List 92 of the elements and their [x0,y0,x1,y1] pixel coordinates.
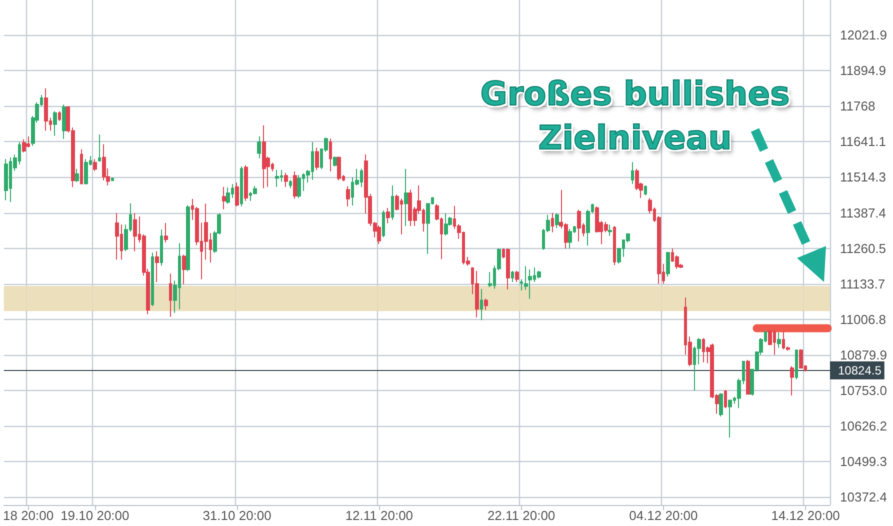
y-tick-label: 12021.9 [840,28,887,43]
x-tick-label: 12.11 20:00 [345,508,414,523]
candlestick [346,186,350,207]
candlestick [746,359,750,396]
candlestick [515,270,519,283]
candlestick [244,164,248,202]
candlestick [222,186,226,210]
annotation: Großes bullishes Zielniveau [479,73,791,159]
candlestick [484,298,488,311]
y-tick-label: 11260.5 [840,240,886,256]
candlestick [386,207,390,224]
x-tick-label: 14.12 20:00 [771,508,840,523]
candlestick [84,158,88,184]
candlestick [257,136,261,159]
candlestick [537,270,541,279]
x-tick-label: 18 20:00 [2,508,54,523]
candlestick [577,209,581,242]
candlestick [506,248,510,290]
candlestick [475,270,479,318]
y-tick-label: 11894.9 [840,63,886,78]
candlestick [795,349,798,380]
y-tick-label: 11387.4 [840,205,886,220]
y-tick-label: 10753.0 [840,382,887,398]
candlestick [186,204,190,272]
candlestick [555,212,559,228]
candlestick [240,166,243,207]
candlestick [164,222,168,244]
candlestick [160,229,163,266]
candlestick [551,212,554,233]
candlestick [262,124,266,189]
candlestick [719,392,723,417]
candlestick [284,172,288,188]
y-tick-label: 10499.3 [840,454,887,469]
candlestick [275,170,279,188]
candlestick [333,156,337,167]
candlestick [568,228,572,249]
candlestick [728,400,732,438]
candlestick [404,168,408,227]
candlestick [115,212,119,260]
y-tick-label: 10372.4 [840,490,887,505]
candlestick [111,177,114,182]
candlestick [644,184,647,196]
candlestick [377,224,381,244]
candlestick [799,348,803,369]
candlestick [337,156,341,181]
y-tick-label: 11641.1 [840,134,886,150]
y-tick-label: 11768 [840,98,876,114]
y-tick-label: 10626.2 [840,418,887,434]
y-tick-label: 11514.3 [840,170,886,185]
candlestick [151,252,154,307]
candlestick [790,366,794,396]
candlestick [777,332,781,348]
candlestick [53,110,57,136]
candlestick [444,212,448,236]
candlestick [391,184,394,220]
candlestick [289,179,292,189]
candlestick [22,138,26,153]
candlestick [133,212,137,252]
x-tick-label: 04.12 20:00 [629,508,698,523]
candlestick [613,226,616,266]
candlestick [62,104,66,140]
x-tick-label: 31.10 20:00 [202,508,272,523]
candlestick [315,147,319,171]
y-tick-label: 11006.8 [840,312,886,327]
candlestick [235,182,239,207]
candlestick [58,110,61,122]
y-tick-label: 11133.7 [840,276,886,292]
candlestick [631,162,634,185]
candlestick [297,174,301,199]
candlestick [226,186,230,204]
y-tick-label: 10879.9 [840,347,887,362]
candlestick [666,251,670,277]
candlestick [93,158,97,172]
candlestick [98,134,101,162]
x-tick-label: 22.11 20:00 [487,508,556,523]
candlestick [182,254,186,285]
candlestick [155,250,159,283]
candlestick [724,389,727,409]
candlestick [511,270,514,283]
candlestick [382,210,385,238]
candlestick [480,288,483,321]
candlestick [75,168,79,183]
candlestick [608,224,612,236]
candlestick [4,158,8,201]
candlestick [329,138,332,172]
candlestick [80,148,83,184]
x-tick-label: 19.10 20:00 [60,508,130,523]
candlestick [293,170,297,200]
candlestick [528,268,532,300]
ref-line-label: 10824.5 [838,363,882,378]
candlestick [44,88,48,132]
candlestick [169,273,172,318]
